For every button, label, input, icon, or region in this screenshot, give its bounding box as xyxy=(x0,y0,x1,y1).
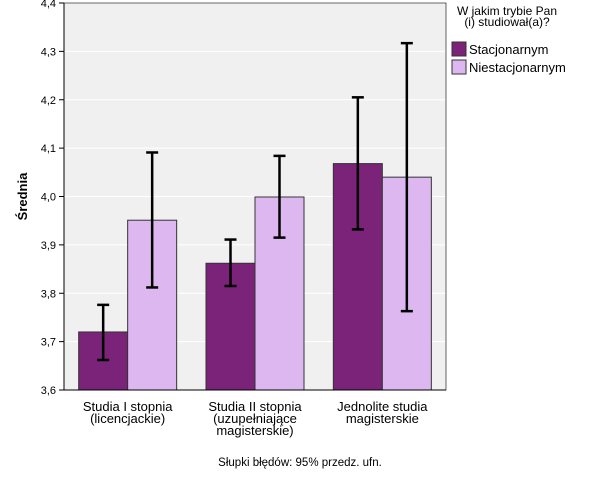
error-bar xyxy=(146,151,159,289)
x-category-label-line: (licencjackie) xyxy=(90,411,165,426)
x-category-label-line: Jednolite studia xyxy=(337,399,428,414)
error-bar xyxy=(400,41,413,313)
y-tick-label: 3,9 xyxy=(41,240,56,252)
legend-title-line: (i) studiował(a)? xyxy=(464,15,550,29)
y-axis-label: Średnia xyxy=(15,172,30,220)
y-tick-label: 4,4 xyxy=(41,0,56,10)
error-bar xyxy=(97,303,110,362)
y-tick-label: 3,8 xyxy=(41,288,56,300)
legend-label: Stacjonarnym xyxy=(469,42,548,57)
error-bar xyxy=(351,96,364,231)
x-category-label-line: (uzupełniające xyxy=(213,411,297,426)
legend-title-line: W jakim trybie Pan xyxy=(457,4,557,18)
bar-niestacjonarnym-1 xyxy=(127,219,178,391)
y-tick-label: 4,2 xyxy=(41,95,56,107)
x-category-label: Studia I stopnia (licencjackie) xyxy=(83,399,173,426)
legend: W jakim trybie Pan(i) studiował(a)? Stacj… xyxy=(451,4,566,75)
y-tick-label: 3,6 xyxy=(41,385,56,397)
x-category-label: Studia II stopnia (uzupełniające magisters… xyxy=(208,399,302,438)
error-bar xyxy=(273,154,286,239)
x-category-label-line: magisterskie) xyxy=(216,423,293,438)
y-tick-label: 4,1 xyxy=(41,143,56,155)
legend-swatch xyxy=(451,59,467,75)
footnote: Słupki błędów: 95% przedz. ufn. xyxy=(218,457,382,469)
y-tick-label: 3,7 xyxy=(41,337,56,349)
y-tick-label: 4,0 xyxy=(41,192,56,204)
legend-swatch xyxy=(451,41,467,57)
x-category-label-line: Studia II stopnia xyxy=(208,399,302,414)
x-category-label-line: Studia I stopnia xyxy=(83,399,173,414)
legend-label: Niestacjonarnym xyxy=(469,60,566,75)
x-category-label: Jednolite studia magisterskie xyxy=(337,399,428,426)
x-category-label-line: magisterskie xyxy=(346,411,419,426)
error-bar xyxy=(224,238,237,288)
y-tick-label: 4,3 xyxy=(41,46,56,58)
